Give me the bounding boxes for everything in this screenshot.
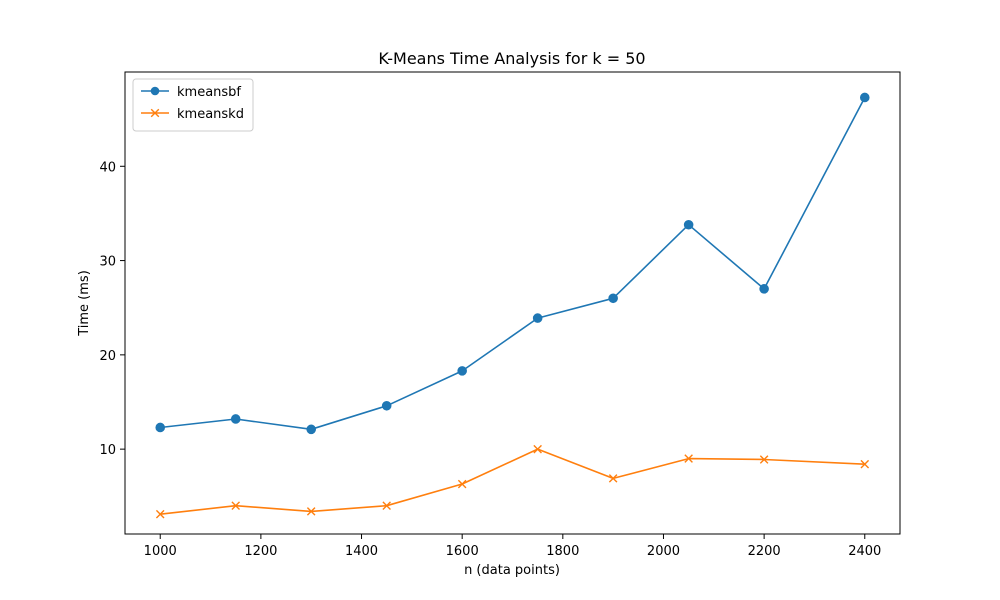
data-point-kmeanskd (457, 479, 467, 489)
data-point-kmeansbf (608, 293, 618, 304)
x-tick-label: 2400 (848, 544, 881, 559)
plot-frame (124, 71, 901, 535)
data-point-kmeansbf (683, 219, 694, 230)
series-line-kmeanskd (160, 448, 865, 515)
data-point-kmeanskd (860, 459, 870, 469)
y-tick-label: 30 (99, 255, 116, 270)
legend-marker-x (150, 108, 160, 118)
x-axis-label: n (data points) (464, 563, 560, 578)
data-point-kmeansbf (155, 422, 166, 433)
data-point-kmeanskd (759, 455, 769, 464)
data-point-kmeanskd (533, 444, 542, 454)
data-point-kmeansbf (859, 92, 870, 103)
legend-item-kmeanskd: kmeanskd (141, 107, 244, 122)
data-point-kmeanskd (155, 509, 165, 519)
legend: kmeansbf kmeanskd (132, 78, 254, 132)
legend-box (132, 78, 254, 132)
data-point-kmeansbf (759, 284, 769, 294)
y-tick-label: 40 (99, 160, 116, 175)
series-layer (155, 92, 870, 519)
y-axis-label: Time (ms) (77, 270, 92, 337)
data-point-kmeanskd (382, 501, 391, 511)
x-tick-label: 1400 (345, 544, 378, 559)
x-tick-label: 2200 (748, 544, 781, 559)
legend-marker-circle (150, 86, 160, 96)
axis-ticks: 1000 1200 1400 1600 1800 2000 2200 2400 10 20 30 40 (99, 160, 881, 559)
x-tick-label: 1600 (446, 544, 479, 559)
y-tick-label: 20 (99, 349, 116, 364)
legend-label: kmeansbf (177, 85, 241, 100)
x-tick-label: 1200 (244, 544, 277, 559)
data-point-kmeansbf (230, 414, 241, 424)
data-point-kmeansbf (306, 424, 317, 435)
data-point-kmeansbf (532, 313, 543, 323)
series-kmeansbf (155, 92, 870, 435)
data-point-kmeanskd (608, 474, 618, 483)
legend-item-kmeansbf: kmeansbf (141, 85, 241, 100)
x-tick-label: 2000 (647, 544, 680, 559)
series-kmeanskd (155, 444, 870, 519)
data-point-kmeansbf (457, 366, 467, 376)
chart-title: K-Means Time Analysis for k = 50 (378, 49, 645, 68)
series-line-kmeansbf (160, 97, 866, 431)
data-point-kmeanskd (306, 507, 316, 516)
data-point-kmeansbf (381, 400, 392, 411)
y-tick-label: 10 (99, 443, 116, 458)
data-point-kmeanskd (684, 454, 693, 463)
legend-label: kmeanskd (177, 107, 244, 122)
x-tick-label: 1000 (144, 544, 177, 559)
data-point-kmeanskd (231, 501, 241, 511)
x-tick-label: 1800 (546, 544, 579, 559)
